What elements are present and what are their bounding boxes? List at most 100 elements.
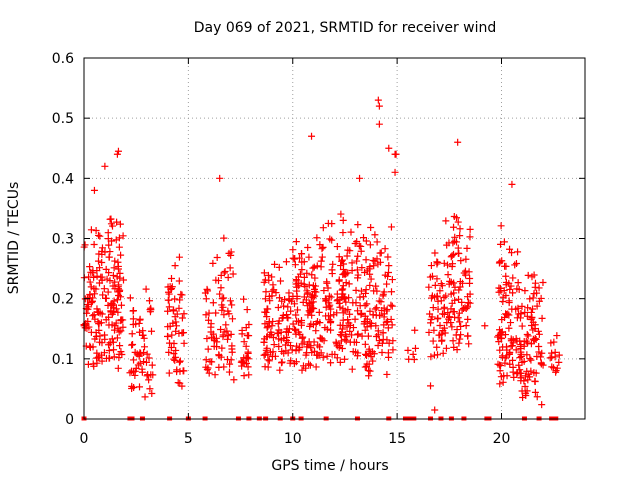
data-point [497,362,505,370]
data-point [334,296,342,304]
data-point [522,391,530,399]
data-point [385,144,393,152]
data-point [328,236,336,244]
data-point [433,275,441,283]
data-point [502,272,510,280]
data-point [537,360,545,368]
data-point [499,378,507,386]
data-point [517,341,525,349]
data-point [526,295,534,303]
data-point [524,339,532,347]
data-point [310,338,318,346]
data-point [263,313,271,321]
data-point [298,340,306,348]
data-point [229,270,237,278]
data-point [533,289,541,297]
data-point [165,348,173,356]
data-point [175,304,183,312]
data-point [437,280,445,288]
data-point [164,296,172,304]
data-point [535,284,543,292]
data-point [244,348,252,356]
data-point [374,260,382,268]
data-point [546,354,554,362]
data-point [91,315,99,323]
data-point [371,305,379,313]
data-point [457,257,465,265]
data-point [93,349,101,357]
data-point [284,349,292,357]
data-point [260,338,268,346]
data-point [108,222,116,230]
data-point [114,308,122,316]
data-point [292,311,300,319]
data-point [524,376,532,384]
data-point [111,257,119,265]
data-point [93,305,101,313]
data-point [455,286,463,294]
data-point [429,304,437,312]
data-point [136,328,144,336]
y-tick-label: 0 [65,412,74,428]
data-point [216,174,224,182]
data-point [522,337,530,345]
data-point [455,295,463,303]
data-point [243,306,251,314]
data-point [497,334,505,342]
data-point [87,328,95,336]
data-point [220,294,228,302]
data-point [310,263,318,271]
data-point [387,301,395,309]
data-point [509,356,517,364]
data-point [240,295,248,303]
data-point [404,346,412,354]
data-point [264,323,272,331]
data-point [458,306,466,314]
data-point [388,321,396,329]
data-point [456,283,464,291]
data-point [354,274,362,282]
data-point [113,150,121,158]
data-point [204,345,212,353]
data-point [367,320,375,328]
data-point [428,272,436,280]
data-point [218,295,226,303]
data-point [277,328,285,336]
data-point [292,347,300,355]
data-point [369,311,377,319]
data-point [110,264,118,272]
data-point [86,263,94,271]
data-point [316,334,324,342]
data-point [167,275,175,283]
data-point [455,339,463,347]
data-point [126,294,134,302]
y-tick-label: 0.5 [52,111,74,127]
data-point [366,281,374,289]
data-point [372,332,380,340]
data-point [100,285,108,293]
data-point [203,285,211,293]
data-point [173,366,181,374]
data-point [366,241,374,249]
data-point [454,249,462,257]
data-point [228,301,236,309]
data-point [505,311,513,319]
data-point [327,359,335,367]
data-point [344,316,352,324]
data-point [277,277,285,285]
data-point [87,268,95,276]
data-point [96,232,104,240]
data-point [292,238,300,246]
data-point [129,307,137,315]
data-point [94,308,102,316]
data-point [387,223,395,231]
data-point [111,278,119,286]
data-point [279,314,287,322]
data-point [244,363,252,371]
data-point [274,304,282,312]
data-point [115,292,123,300]
data-point [114,258,122,266]
data-point [170,340,178,348]
data-point [341,335,349,343]
